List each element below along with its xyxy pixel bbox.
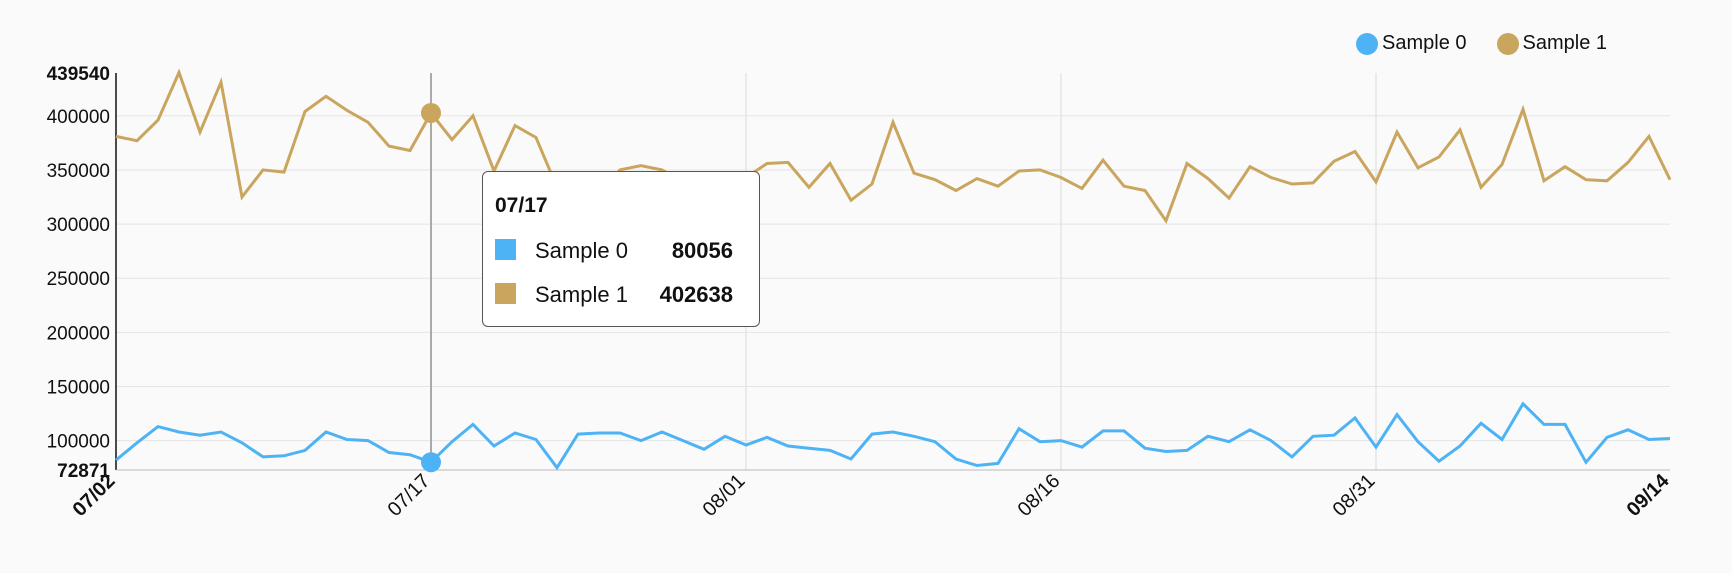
tooltip-series-value: 80056 <box>671 238 733 263</box>
tooltip-series-name: Sample 0 <box>535 238 628 263</box>
series-line-sample-0 <box>115 401 1671 471</box>
tooltip-title: 07/17 <box>495 194 548 217</box>
x-tick-label: 08/01 <box>699 470 750 521</box>
hover-point-sample-0 <box>421 452 441 473</box>
series-line-sample-1 <box>115 68 1672 225</box>
tooltip-series-value: 402638 <box>659 282 733 307</box>
y-tick-label: 400000 <box>47 107 110 128</box>
x-tick-label: 09/14 <box>1623 469 1675 521</box>
y-tick-label: 350000 <box>47 161 110 182</box>
y-min-label: 72871 <box>57 461 110 482</box>
legend-label-sample-1: Sample 1 <box>1522 32 1608 54</box>
tooltip-series-name: Sample 1 <box>535 282 628 307</box>
x-tick-label: 07/17 <box>384 470 435 521</box>
y-tick-label: 150000 <box>47 377 110 398</box>
y-tick-label: 200000 <box>47 323 110 344</box>
tooltip-swatch-sample-0 <box>495 239 516 260</box>
x-tick-label: 08/16 <box>1014 470 1065 521</box>
legend-item-sample-0[interactable]: Sample 0 <box>1356 32 1467 55</box>
tooltip-swatch-sample-1 <box>495 283 516 304</box>
y-max-label: 439540 <box>47 64 110 85</box>
x-tick-label: 08/31 <box>1329 470 1380 521</box>
legend-item-sample-1[interactable]: Sample 1 <box>1496 32 1608 55</box>
y-tick-label: 300000 <box>47 215 110 236</box>
chart-legend: Sample 0 Sample 1 <box>1356 32 1637 55</box>
chart-tooltip: 07/17 Sample 0 80056 Sample 1 402638 <box>482 171 760 327</box>
legend-marker-sample-0 <box>1356 32 1378 55</box>
legend-marker-sample-1 <box>1496 32 1519 55</box>
legend-label-sample-0: Sample 0 <box>1382 32 1467 54</box>
hover-point-sample-1 <box>421 102 441 123</box>
y-tick-label: 100000 <box>47 432 110 453</box>
y-tick-label: 250000 <box>47 269 110 290</box>
